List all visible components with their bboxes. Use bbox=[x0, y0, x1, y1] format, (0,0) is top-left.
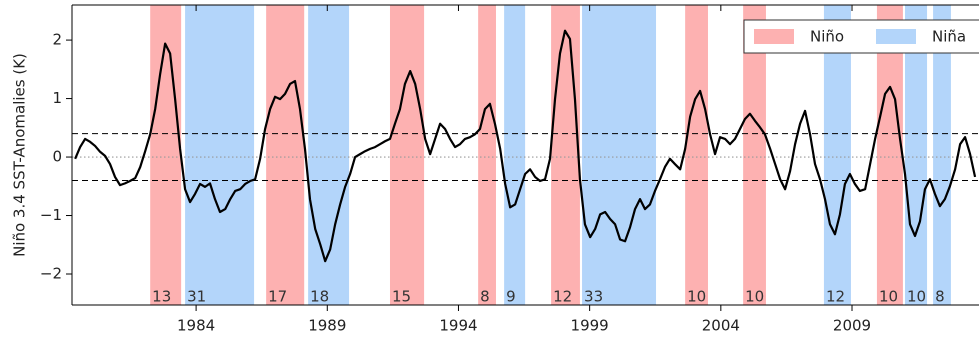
legend-swatch bbox=[754, 29, 794, 44]
event-months-label: 31 bbox=[187, 288, 206, 306]
y-tick-label: 1 bbox=[52, 89, 62, 107]
event-band bbox=[504, 5, 526, 305]
legend: Niño Niña bbox=[743, 19, 979, 54]
event-band bbox=[266, 5, 305, 305]
event-band bbox=[582, 5, 657, 305]
event-band bbox=[185, 5, 255, 305]
x-tick-label: 1984 bbox=[177, 317, 215, 335]
event-bands bbox=[150, 5, 951, 305]
event-months-label: 13 bbox=[152, 288, 171, 306]
y-axis-label: Niño 3.4 SST-Anomalies (K) bbox=[11, 53, 29, 257]
event-band bbox=[478, 5, 496, 305]
series-line bbox=[74, 29, 977, 263]
event-months-label: 10 bbox=[745, 288, 764, 306]
event-band bbox=[389, 5, 425, 305]
event-months-label: 17 bbox=[268, 288, 287, 306]
event-band bbox=[685, 5, 708, 305]
event-months-label: 10 bbox=[687, 288, 706, 306]
event-months-label: 33 bbox=[584, 288, 603, 306]
event-band bbox=[150, 5, 182, 305]
x-tick-label: 1994 bbox=[439, 317, 477, 335]
event-months-label: 12 bbox=[826, 288, 845, 306]
reference-lines bbox=[72, 133, 979, 181]
x-tick-label: 2009 bbox=[833, 317, 871, 335]
axes bbox=[66, 4, 979, 311]
y-tick-label: −1 bbox=[40, 206, 62, 224]
event-months-label: 9 bbox=[506, 288, 516, 306]
event-months-label: 8 bbox=[480, 288, 490, 306]
event-band bbox=[743, 5, 766, 305]
x-tick-label: 1999 bbox=[571, 317, 609, 335]
event-band bbox=[823, 5, 851, 305]
legend-label: Niño bbox=[810, 28, 844, 46]
event-months-label: 15 bbox=[392, 288, 411, 306]
event-months-label: 8 bbox=[935, 288, 945, 306]
x-tick-label: 2004 bbox=[702, 317, 740, 335]
legend-swatch bbox=[876, 29, 916, 44]
y-tick-label: 0 bbox=[52, 148, 62, 166]
x-tick-label: 1989 bbox=[308, 317, 346, 335]
event-months-label: 10 bbox=[879, 288, 898, 306]
event-months-label: 18 bbox=[310, 288, 329, 306]
series-lines bbox=[74, 29, 977, 263]
legend-label: Niña bbox=[932, 28, 966, 46]
event-months-label: 10 bbox=[907, 288, 926, 306]
event-band bbox=[308, 5, 350, 305]
y-tick-label: −2 bbox=[40, 265, 62, 283]
event-band bbox=[933, 5, 951, 305]
event-band bbox=[876, 5, 903, 305]
event-band bbox=[905, 5, 928, 305]
event-band bbox=[551, 5, 580, 305]
event-months-label: 12 bbox=[553, 288, 572, 306]
y-tick-label: 2 bbox=[52, 31, 62, 49]
